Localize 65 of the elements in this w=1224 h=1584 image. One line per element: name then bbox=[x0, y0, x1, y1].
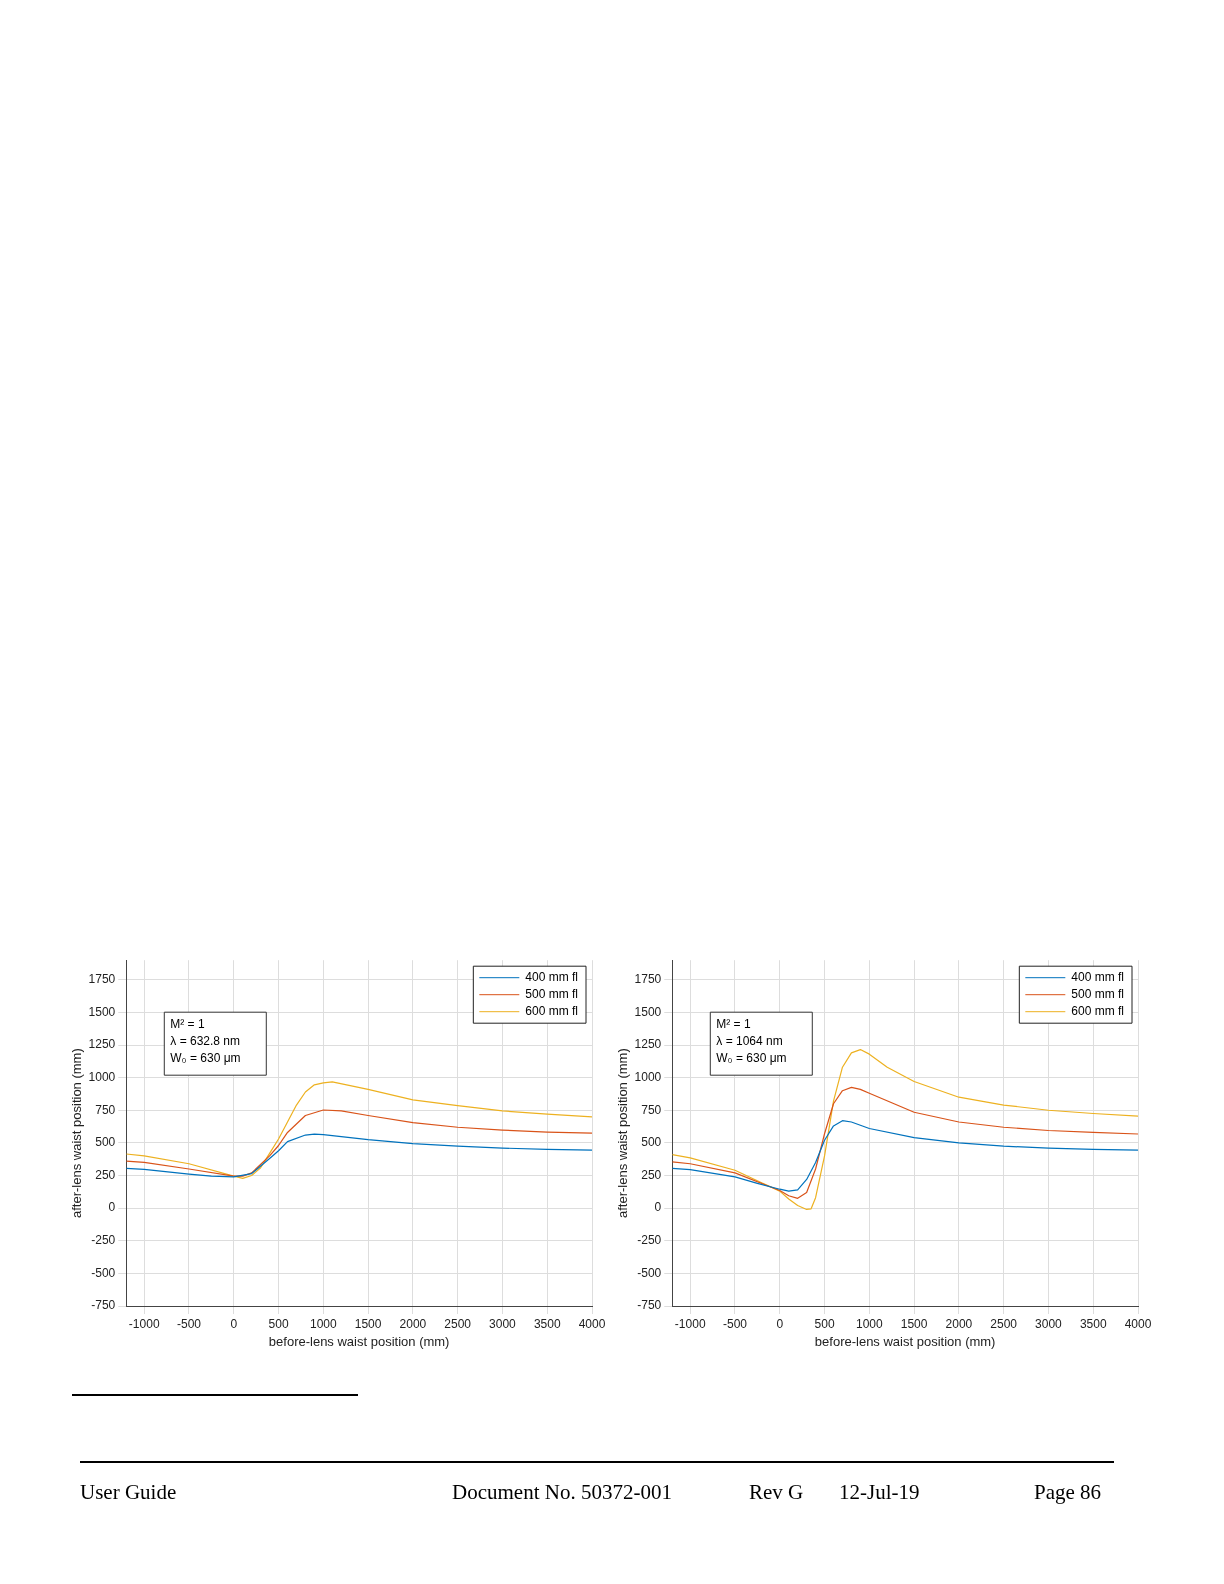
y-tick-label: 750 bbox=[95, 1102, 116, 1117]
annotation: λ = 1064 nm bbox=[716, 1033, 783, 1048]
y-tick-label: 1250 bbox=[634, 1037, 662, 1052]
x-tick-label: 3000 bbox=[489, 1316, 517, 1331]
y-tick-label: 1750 bbox=[88, 972, 116, 987]
y-tick-label: 250 bbox=[95, 1167, 116, 1182]
y-tick-label: 1000 bbox=[88, 1069, 116, 1084]
y-tick-label: -750 bbox=[637, 1298, 662, 1313]
y-tick-label: -250 bbox=[637, 1233, 662, 1248]
legend-label: 400 mm fl bbox=[1071, 970, 1125, 985]
x-axis-title: before-lens waist position (mm) bbox=[814, 1333, 996, 1349]
text: Rev G bbox=[749, 1480, 804, 1505]
y-axis-title: after-lens waist position (mm) bbox=[615, 1048, 631, 1218]
y-tick-label: 1500 bbox=[634, 1004, 662, 1019]
annotation: M² = 1 bbox=[716, 1016, 751, 1031]
x-tick-label: 2000 bbox=[399, 1316, 427, 1331]
y-tick-label: 1500 bbox=[88, 1004, 116, 1019]
x-tick-label: -1000 bbox=[674, 1316, 706, 1331]
y-tick-label: -500 bbox=[637, 1265, 662, 1280]
legend-label: 600 mm fl bbox=[525, 1004, 579, 1019]
y-tick-label: 0 bbox=[108, 1200, 116, 1215]
x-tick-label: -500 bbox=[722, 1316, 748, 1331]
y-tick-label: -500 bbox=[91, 1265, 116, 1280]
text: User Guide bbox=[80, 1480, 177, 1505]
legend-label: 400 mm fl bbox=[525, 970, 579, 985]
y-tick-label: 750 bbox=[641, 1102, 662, 1117]
x-tick-label: 2500 bbox=[444, 1316, 472, 1331]
y-tick-label: -750 bbox=[91, 1298, 116, 1313]
x-tick-label: 500 bbox=[268, 1316, 289, 1331]
x-tick-label: -500 bbox=[176, 1316, 202, 1331]
x-tick-label: 3000 bbox=[1035, 1316, 1063, 1331]
x-tick-label: 1000 bbox=[855, 1316, 883, 1331]
text: Page 86 bbox=[1034, 1480, 1102, 1505]
y-tick-label: 500 bbox=[95, 1135, 116, 1150]
x-tick-label: 3500 bbox=[533, 1316, 561, 1331]
legend-label: 500 mm fl bbox=[525, 987, 579, 1002]
y-tick-label: 0 bbox=[654, 1200, 662, 1215]
text: Document No. 50372-001 bbox=[452, 1480, 672, 1505]
y-tick-label: -250 bbox=[91, 1233, 116, 1248]
y-axis-title: after-lens waist position (mm) bbox=[69, 1048, 85, 1218]
text: 12-Jul-19 bbox=[839, 1480, 920, 1505]
x-tick-label: -1000 bbox=[128, 1316, 160, 1331]
x-axis-title: before-lens waist position (mm) bbox=[268, 1333, 450, 1349]
x-tick-label: 4000 bbox=[1124, 1316, 1152, 1331]
x-tick-label: 3500 bbox=[1079, 1316, 1107, 1331]
x-tick-label: 1500 bbox=[354, 1316, 382, 1331]
x-tick-label: 2500 bbox=[990, 1316, 1018, 1331]
x-tick-label: 1000 bbox=[309, 1316, 337, 1331]
y-tick-label: 250 bbox=[641, 1167, 662, 1182]
annotation: W₀ = 630 μm bbox=[716, 1050, 787, 1065]
x-tick-label: 0 bbox=[776, 1316, 784, 1331]
x-tick-label: 1500 bbox=[900, 1316, 928, 1331]
y-tick-label: 500 bbox=[641, 1135, 662, 1150]
x-tick-label: 4000 bbox=[578, 1316, 606, 1331]
annotation: λ = 632.8 nm bbox=[170, 1033, 241, 1048]
legend-label: 500 mm fl bbox=[1071, 987, 1125, 1002]
y-tick-label: 1000 bbox=[634, 1069, 662, 1084]
y-tick-label: 1250 bbox=[88, 1037, 116, 1052]
x-tick-label: 0 bbox=[230, 1316, 238, 1331]
y-tick-label: 1750 bbox=[634, 972, 662, 987]
x-tick-label: 500 bbox=[814, 1316, 835, 1331]
x-tick-label: 2000 bbox=[945, 1316, 973, 1331]
legend-label: 600 mm fl bbox=[1071, 1004, 1125, 1019]
annotation: W₀ = 630 μm bbox=[170, 1050, 241, 1065]
annotation: M² = 1 bbox=[170, 1016, 205, 1031]
